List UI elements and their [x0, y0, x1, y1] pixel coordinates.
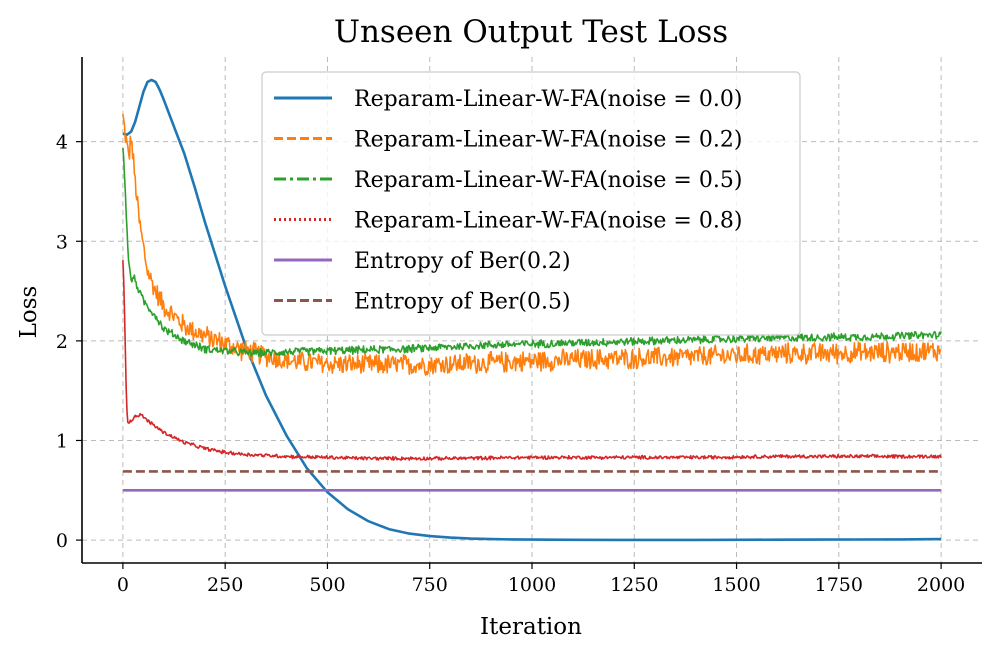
legend-label-1: Reparam-Linear-W-FA(noise = 0.2) [354, 128, 742, 153]
x-tick-label: 2000 [917, 574, 965, 596]
series-line-3 [122, 260, 942, 461]
legend-label-2: Reparam-Linear-W-FA(noise = 0.5) [354, 168, 742, 193]
x-tick-label: 1250 [610, 574, 658, 596]
legend-label-5: Entropy of Ber(0.5) [354, 290, 571, 315]
x-tick-label: 0 [117, 574, 129, 596]
x-tick-label: 500 [309, 574, 345, 596]
tick-labels: 0 250 500 750 1000 1250 1500 1750 2000 0 1 2 3 4 [56, 132, 965, 596]
x-tick-label: 1500 [712, 574, 760, 596]
series-lines [122, 78, 942, 542]
legend-label-3: Reparam-Linear-W-FA(noise = 0.8) [354, 209, 742, 234]
series-line-0 [122, 78, 942, 542]
y-tick-label: 0 [56, 530, 68, 552]
chart-title: Unseen Output Test Loss [334, 14, 728, 50]
x-tick-label: 250 [207, 574, 243, 596]
y-tick-label: 3 [56, 231, 68, 253]
legend-label-0: Reparam-Linear-W-FA(noise = 0.0) [354, 87, 742, 112]
series-line-1 [122, 113, 942, 376]
legend-label-4: Entropy of Ber(0.2) [354, 249, 571, 274]
y-tick-label: 1 [56, 430, 68, 452]
x-tick-label: 1750 [815, 574, 863, 596]
y-axis-label: Loss [16, 286, 42, 339]
y-tick-label: 4 [56, 132, 68, 154]
x-tick-label: 1000 [508, 574, 556, 596]
axes [76, 57, 982, 569]
x-axis-label: Iteration [480, 614, 582, 640]
legend-box [261, 71, 801, 336]
y-tick-label: 2 [56, 331, 68, 353]
series-line-2 [122, 147, 942, 358]
legend: Reparam-Linear-W-FA(noise = 0.0) Reparam-… [261, 71, 801, 336]
x-tick-label: 750 [412, 574, 448, 596]
